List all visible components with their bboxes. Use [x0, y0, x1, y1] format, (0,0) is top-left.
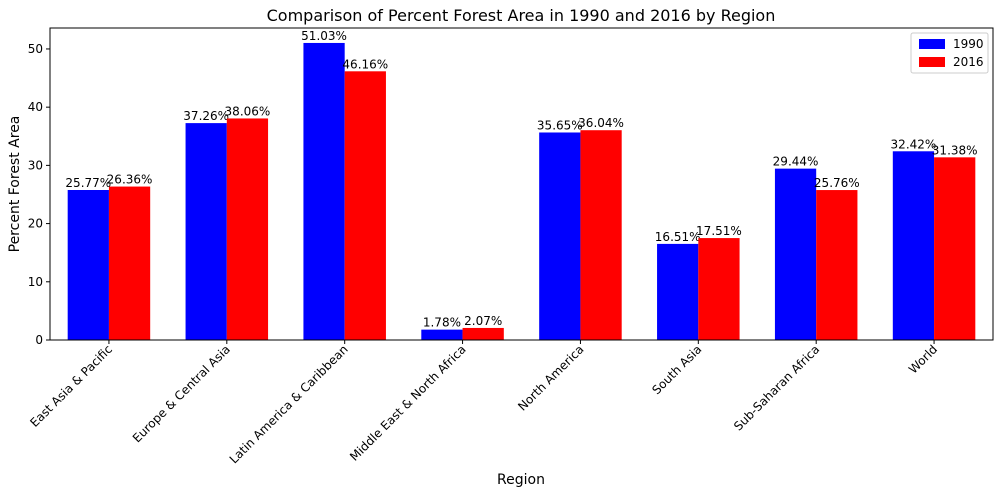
- data-label-2016-7: 31.38%: [932, 143, 978, 157]
- bar-2016-7: [934, 157, 976, 340]
- data-label-1990-4: 35.65%: [537, 118, 583, 132]
- x-tick-label-3: Middle East & North Africa: [347, 342, 469, 464]
- legend-label-2016: 2016: [953, 55, 984, 69]
- x-tick-label-5: South Asia: [649, 342, 704, 397]
- bar-2016-4: [580, 130, 622, 340]
- bar-1990-5: [657, 243, 699, 340]
- y-tick-label-5: 50: [28, 42, 43, 56]
- plot-area: 25.77%26.36% 37.26%38.06% 51.03% 46.16% 1.78…: [27, 27, 994, 466]
- data-label-1990-3: 1.78%: [423, 316, 461, 330]
- x-tick-label-0: East Asia & Pacific: [27, 342, 115, 430]
- data-label-2016-0: 26.36%: [107, 173, 153, 187]
- x-tick-label-6: Sub-Saharan Africa: [731, 342, 822, 433]
- x-tick-label-1: Europe & Central Asia: [130, 342, 233, 445]
- bar-1990-2: [303, 42, 345, 340]
- legend-swatch-2016: [919, 57, 945, 67]
- x-axis-label: Region: [497, 472, 545, 488]
- bar-1990-4: [539, 132, 581, 340]
- y-axis-label: Percent Forest Area: [7, 116, 23, 253]
- bar-2016-2: [344, 71, 386, 340]
- x-tick-label-7: World: [906, 342, 940, 376]
- data-label-1990-7: 32.42%: [891, 137, 937, 151]
- data-label-1990-5: 16.51%: [655, 230, 701, 244]
- legend-swatch-1990: [919, 39, 945, 49]
- data-label-2016-1: 38.06%: [225, 104, 271, 118]
- data-label-2016-6: 25.76%: [814, 176, 860, 190]
- data-label-2016-4: 36.04%: [578, 116, 624, 130]
- data-label-1990-2: 51.03%: [301, 29, 347, 43]
- y-tick-label-4: 40: [28, 100, 43, 114]
- bar-1990-1: [185, 123, 227, 340]
- data-label-1990-1: 37.26%: [183, 109, 229, 123]
- y-tick-label-3: 30: [28, 158, 43, 172]
- y-tick-label-1: 10: [28, 275, 43, 289]
- bar-2016-6: [816, 190, 858, 340]
- y-tick-label-2: 20: [28, 217, 43, 231]
- bar-2016-5: [698, 238, 740, 340]
- bar-1990-6: [774, 168, 817, 340]
- axes-frame: [49, 27, 994, 341]
- y-tick-label-0: 0: [35, 333, 43, 347]
- data-label-2016-2: 46.16%: [342, 57, 388, 71]
- chart-title: Comparison of Percent Forest Area in 199…: [267, 6, 776, 25]
- data-label-1990-0: 25.77%: [65, 176, 111, 190]
- bar-1990-0: [67, 189, 109, 340]
- x-tick-label-2: Latin America & Caribbean: [227, 342, 351, 466]
- bar-1990-7: [892, 151, 935, 340]
- bar-2016-0: [108, 186, 151, 340]
- data-label-2016-3: 2.07%: [464, 314, 502, 328]
- legend-label-1990: 1990: [953, 37, 984, 51]
- bar-1990-3: [421, 329, 463, 340]
- data-label-1990-6: 29.44%: [773, 155, 819, 169]
- bar-2016-1: [226, 118, 269, 340]
- x-tick-label-4: North America: [515, 342, 586, 413]
- bar-2016-3: [462, 327, 504, 340]
- data-label-2016-5: 17.51%: [696, 224, 742, 238]
